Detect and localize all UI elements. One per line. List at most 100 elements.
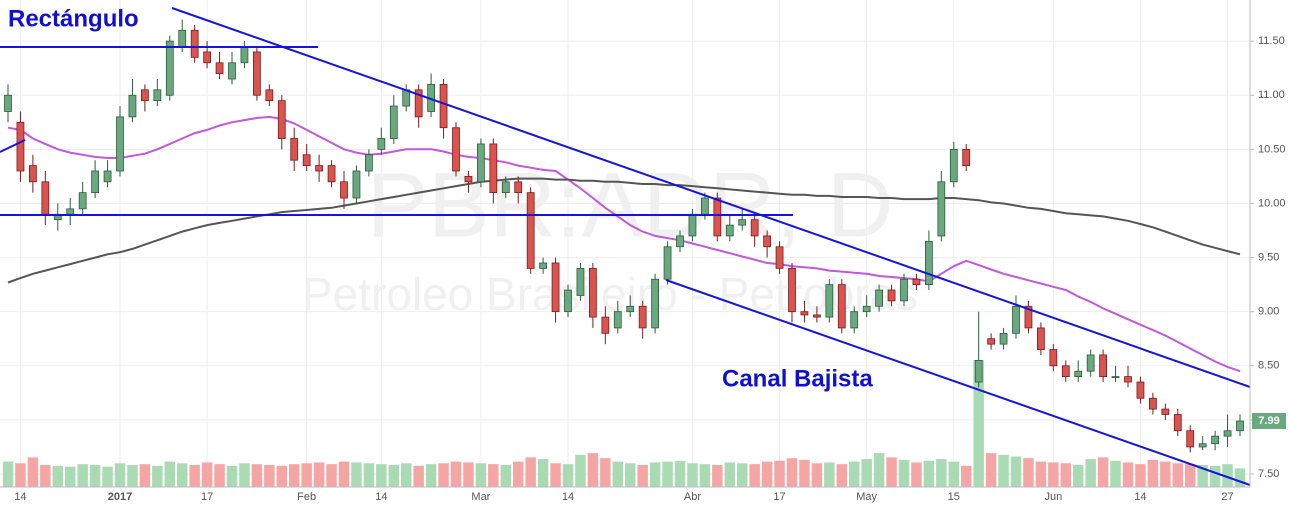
volume-bar	[836, 464, 848, 487]
volume-bar	[1072, 464, 1084, 487]
candle-body	[1173, 414, 1182, 432]
volume-bar	[326, 464, 337, 487]
x-tick-label: 2017	[108, 491, 132, 503]
watermark-name: Petroleo Brasileiro - Petrobras	[302, 268, 918, 320]
volume-bar	[77, 464, 88, 487]
candle-body	[800, 311, 809, 316]
candle-body	[713, 197, 722, 237]
volume-bar	[376, 464, 387, 487]
last-price-label: 7.99	[1258, 415, 1279, 427]
volume-bar	[948, 461, 960, 487]
candle-body	[1086, 354, 1095, 372]
x-tick-label: 17	[201, 491, 213, 503]
candle-body	[501, 181, 510, 194]
volume-bar	[313, 462, 325, 487]
volume-bar	[960, 465, 972, 487]
volume-bar	[1110, 460, 1121, 487]
candle-body	[128, 94, 137, 118]
candle-body	[1136, 381, 1145, 399]
volume-bar	[637, 464, 648, 487]
volume-bar	[861, 459, 872, 487]
trend-line	[665, 279, 1251, 486]
candle-body	[701, 197, 709, 215]
volume-bar	[712, 464, 723, 487]
last-price-tag	[1252, 412, 1286, 429]
y-tick-label: 10.50	[1258, 143, 1286, 155]
volume-bar	[139, 464, 151, 487]
candle-body	[203, 51, 211, 64]
candle-body	[66, 208, 75, 215]
candle-body	[937, 181, 946, 237]
candle-body	[365, 154, 373, 172]
candle-body	[1161, 408, 1170, 415]
candle-body	[1198, 443, 1207, 448]
candle-body	[663, 246, 672, 280]
volume-bar	[89, 464, 101, 487]
candle-body	[1061, 365, 1070, 378]
volume-bar	[998, 454, 1009, 487]
candle-body	[1223, 430, 1232, 437]
grid	[0, 0, 1250, 487]
candle-body	[601, 316, 610, 334]
volume-bar	[438, 463, 449, 487]
candle-body	[638, 305, 647, 329]
candle-body	[1149, 397, 1157, 410]
volume-bar	[1023, 458, 1034, 487]
candle-body	[974, 359, 983, 383]
candle-body	[1049, 349, 1058, 367]
volume-bar	[27, 457, 39, 487]
candle-body	[688, 213, 697, 237]
x-tick-label: Abr	[684, 491, 701, 503]
volume-bar	[351, 462, 362, 487]
candle-body	[464, 176, 473, 183]
volume-bar	[898, 459, 910, 487]
volume-bar	[624, 463, 636, 487]
candle-body	[302, 154, 311, 166]
volume-bar	[886, 457, 897, 487]
volume-bar	[226, 465, 238, 487]
candle-body	[414, 89, 423, 118]
candle-body	[775, 246, 784, 269]
volume-bar	[301, 463, 312, 487]
volume-bar	[1097, 457, 1109, 487]
candle-body	[999, 332, 1008, 345]
volume-bar	[724, 462, 736, 487]
candle-body	[1186, 430, 1195, 448]
candle-body	[116, 116, 124, 172]
candle-body	[1024, 305, 1033, 329]
volume-bar	[923, 460, 935, 487]
candle-body	[377, 138, 386, 150]
candle-body	[925, 240, 933, 286]
volume-bar	[288, 464, 300, 487]
volume-bar	[214, 464, 225, 487]
x-tick-label: 14	[375, 491, 387, 503]
candle-body	[912, 278, 921, 286]
volume-bar	[550, 463, 561, 487]
volume-bar	[799, 459, 810, 487]
volume-bar	[749, 464, 760, 487]
volume-bar	[774, 460, 785, 487]
candle-body	[1074, 370, 1083, 378]
volume-bar	[687, 463, 698, 487]
volume-bar	[612, 461, 624, 487]
x-tick-label: 14	[14, 491, 26, 503]
volume-bar	[575, 454, 586, 487]
volume-bar	[425, 464, 437, 487]
candle-body	[825, 284, 834, 318]
annotation: Rectángulo	[8, 5, 139, 32]
volume-bar	[1122, 462, 1134, 487]
candle-body	[763, 235, 771, 248]
y-tick-label: 10.00	[1258, 197, 1286, 209]
candle-body	[439, 84, 448, 129]
candle-body	[900, 278, 908, 302]
volume-bar	[40, 464, 51, 487]
x-tick-label: Mar	[471, 491, 490, 503]
volume-bar	[102, 466, 113, 487]
volume-bar	[512, 461, 524, 487]
volume-bar	[587, 453, 599, 487]
candle-body	[153, 89, 162, 102]
candle-body	[613, 311, 622, 329]
candle-body	[165, 40, 174, 96]
volume-bar	[649, 462, 661, 487]
